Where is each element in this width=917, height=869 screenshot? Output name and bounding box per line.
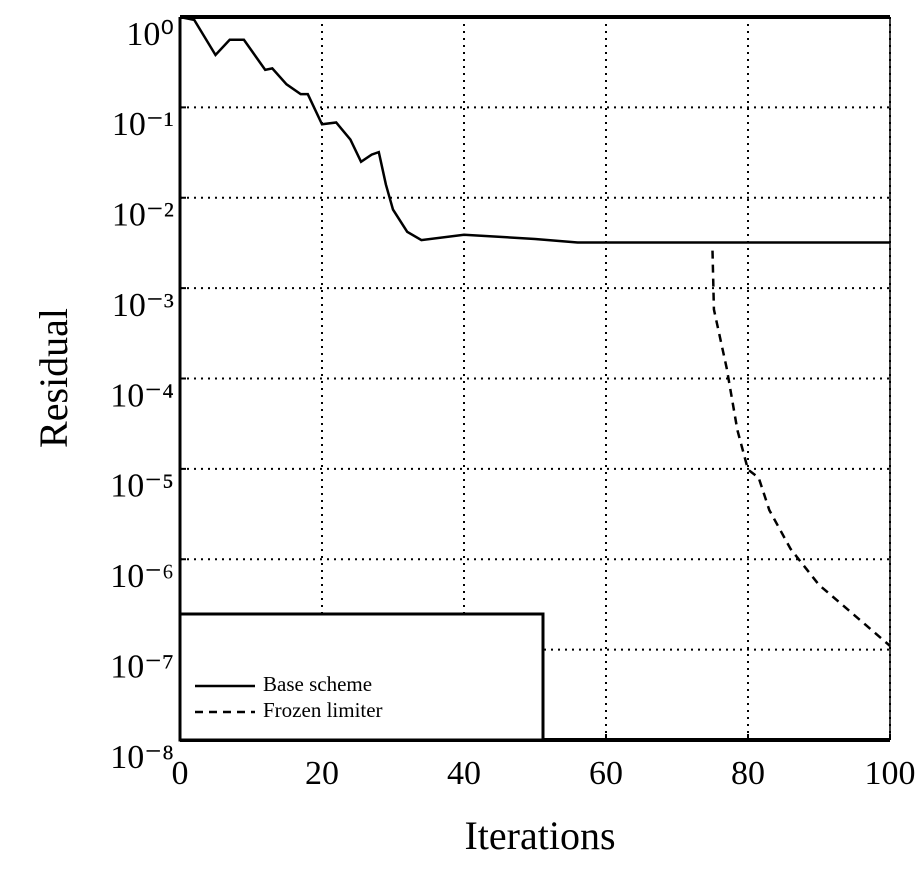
legend-label: Base scheme: [263, 672, 372, 696]
legend-label: Frozen limiter: [263, 698, 383, 722]
y-tick-label: 10⁻⁷: [110, 648, 174, 685]
y-tick-label: 10⁻³: [112, 287, 174, 324]
x-tick-label: 80: [731, 755, 765, 792]
y-tick-label: 10⁻¹: [112, 106, 174, 143]
x-tick-label: 0: [172, 755, 189, 792]
x-tick-label: 100: [865, 755, 916, 792]
x-tick-label: 60: [589, 755, 623, 792]
y-tick-label: 10⁻⁸: [110, 739, 174, 776]
series-line: [179, 15, 890, 244]
legend-box: [178, 612, 545, 742]
y-tick-label: 10⁻⁵: [110, 468, 174, 505]
y-axis-label: Residual: [31, 308, 76, 448]
y-tick-label: 10⁰: [126, 16, 174, 53]
x-tick-label: 20: [305, 755, 339, 792]
x-tick-label: 40: [447, 755, 481, 792]
series-line: [711, 250, 891, 647]
y-tick-label: 10⁻⁶: [110, 558, 174, 595]
x-axis-label: Iterations: [464, 813, 615, 858]
y-tick-label: 10⁻⁴: [110, 377, 174, 414]
y-tick-label: 10⁻²: [112, 197, 174, 234]
